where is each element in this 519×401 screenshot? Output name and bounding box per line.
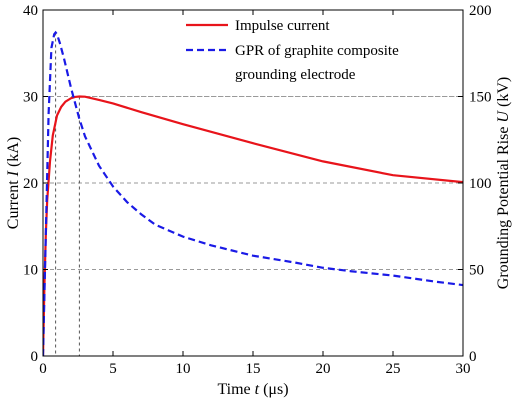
y-right-tick-label: 50 xyxy=(469,263,484,279)
y-right-tick-label: 0 xyxy=(469,349,477,365)
legend-label-gpr-line2: grounding electrode xyxy=(235,67,356,83)
x-tick-label: 20 xyxy=(316,361,331,377)
series-line-impulse-current xyxy=(43,95,463,356)
y-left-tick-label: 30 xyxy=(23,90,38,106)
legend-label-gpr-line1: GPR of graphite composite xyxy=(235,43,399,59)
x-axis-title: Time t (μs) xyxy=(217,381,288,398)
x-tick-label: 0 xyxy=(39,361,47,377)
y-left-tick-label: 10 xyxy=(23,263,38,279)
y-axis-left: 0 10 20 30 40 xyxy=(23,3,48,365)
x-tick-label: 10 xyxy=(176,361,191,377)
legend-label-impulse-current: Impulse current xyxy=(235,18,330,34)
x-tick-label: 5 xyxy=(109,361,117,377)
y-axis-left-title: Current I (kA) xyxy=(5,137,22,229)
legend: Impulse current GPR of graphite composit… xyxy=(186,18,399,83)
y-right-tick-label: 100 xyxy=(469,176,492,192)
y-right-tick-label: 200 xyxy=(469,3,492,19)
reference-lines xyxy=(55,32,463,356)
y-left-tick-label: 20 xyxy=(23,176,38,192)
y-left-tick-label: 0 xyxy=(31,349,39,365)
y-axis-right: 0 50 100 150 200 xyxy=(458,3,492,365)
x-axis: 0 5 10 15 20 25 30 xyxy=(39,10,471,377)
y-right-tick-label: 150 xyxy=(469,90,492,106)
y-left-tick-label: 40 xyxy=(23,3,38,19)
series-line-gpr xyxy=(43,30,463,356)
x-tick-label: 15 xyxy=(246,361,261,377)
grid xyxy=(43,96,463,270)
x-tick-label: 30 xyxy=(456,361,471,377)
y-axis-right-title: Grounding Potential Rise U (kV) xyxy=(495,77,512,289)
x-tick-label: 25 xyxy=(386,361,401,377)
